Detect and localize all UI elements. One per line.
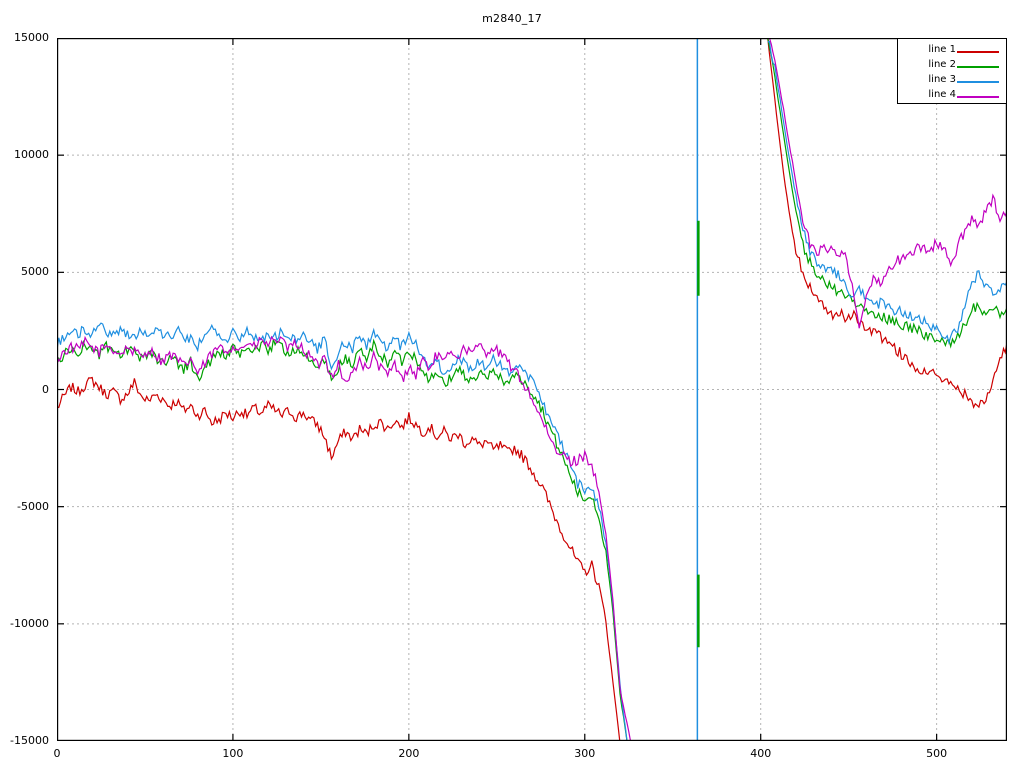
legend-label: line 2 bbox=[928, 59, 956, 70]
y-tick-label: 0 bbox=[42, 382, 49, 396]
legend-color-swatch bbox=[957, 81, 999, 83]
y-tick-label: 10000 bbox=[14, 148, 49, 162]
legend-color-swatch bbox=[957, 96, 999, 98]
x-tick-label: 0 bbox=[53, 747, 61, 760]
legend-label: line 1 bbox=[928, 44, 956, 55]
legend-label: line 3 bbox=[928, 74, 956, 85]
x-tick-label: 500 bbox=[926, 747, 948, 760]
plot-area bbox=[57, 38, 1007, 741]
series-line-4-right bbox=[768, 38, 1007, 329]
series-line-1-right bbox=[767, 38, 1007, 410]
plot-svg bbox=[57, 38, 1007, 741]
chart-legend: line 1 line 2 line 3 line 4 bbox=[897, 38, 1007, 104]
series-line-1-left bbox=[57, 376, 621, 741]
legend-label: line 4 bbox=[928, 89, 956, 100]
y-tick-label: -5000 bbox=[17, 499, 49, 513]
series-line-2-right bbox=[767, 38, 1007, 349]
y-tick-label: 15000 bbox=[14, 31, 49, 44]
series-line-3-left bbox=[57, 322, 628, 741]
x-tick-label: 200 bbox=[398, 747, 420, 760]
y-tick-label: -15000 bbox=[10, 734, 49, 747]
series-line-3-right bbox=[767, 40, 1007, 345]
y-tick-label: 5000 bbox=[21, 265, 49, 279]
x-tick-label: 400 bbox=[750, 747, 772, 760]
x-tick-label: 300 bbox=[574, 747, 596, 760]
chart-title: m2840_17 bbox=[482, 12, 542, 25]
series-line-4-left bbox=[57, 335, 632, 741]
legend-color-swatch bbox=[957, 66, 999, 68]
series-line-2-left bbox=[57, 338, 628, 741]
x-tick-label: 100 bbox=[222, 747, 244, 760]
y-tick-label: -10000 bbox=[10, 616, 49, 630]
legend-color-swatch bbox=[957, 51, 999, 53]
